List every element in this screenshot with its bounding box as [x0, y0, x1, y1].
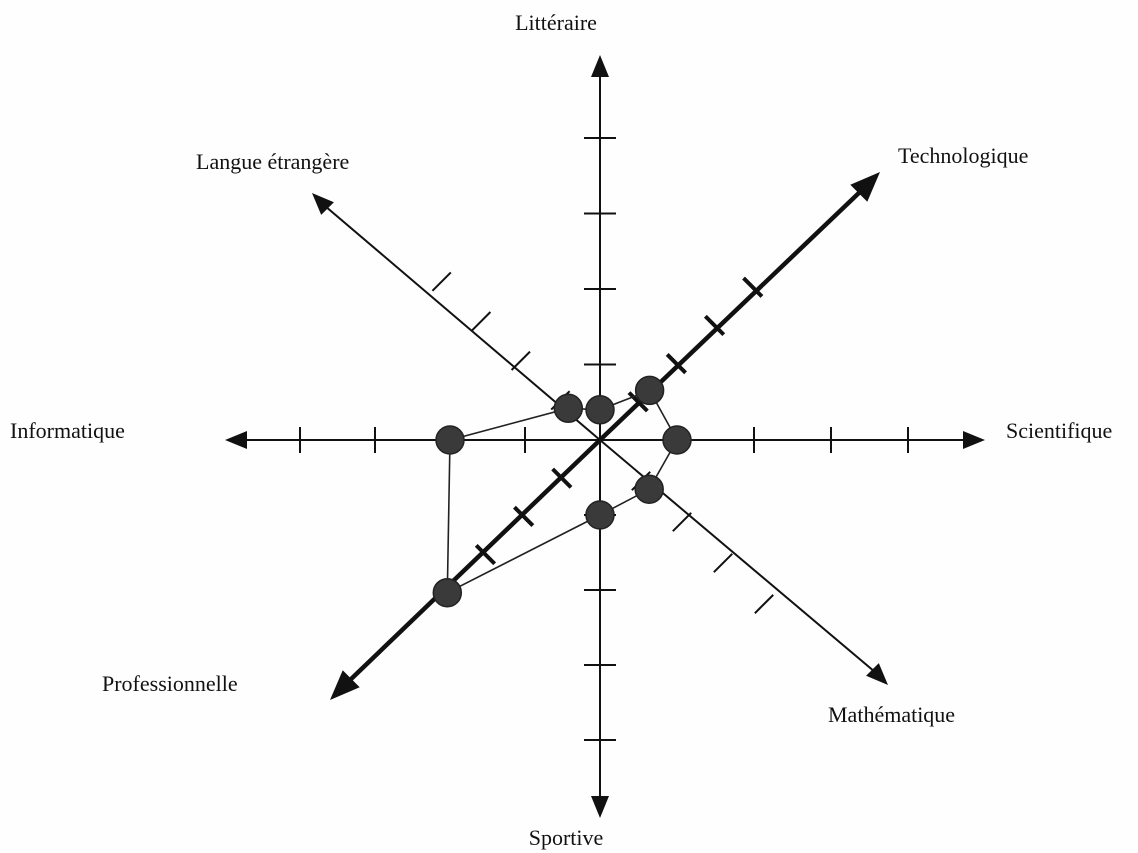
profile-point-professionnelle [432, 577, 463, 608]
arrowhead-scientifique [963, 431, 985, 449]
axis-line-mathematique [599, 439, 876, 674]
axis-line-professionnelle [346, 438, 602, 684]
axis-label-litteraire: Littéraire [515, 10, 597, 35]
arrowhead-technologique [850, 172, 880, 202]
arrowhead-litteraire [591, 55, 609, 77]
tick-technologique [703, 314, 726, 337]
tick-professionnelle [513, 505, 535, 527]
profile-point-litteraire [585, 395, 615, 425]
axis-label-scientifique: Scientifique [1006, 418, 1112, 443]
axis-label-technologique: Technologique [898, 143, 1028, 168]
profile-point-sportive [585, 500, 615, 530]
arrowhead-langue [312, 193, 334, 215]
tick-technologique [742, 276, 764, 298]
tick-professionnelle [551, 467, 573, 489]
axis-label-sportive: Sportive [529, 825, 604, 850]
axis-label-professionnelle: Professionnelle [102, 671, 238, 696]
tick-mathematique [754, 594, 774, 614]
tick-langue [431, 271, 452, 292]
axis-label-langue-etrangere: Langue étrangère [196, 149, 349, 174]
axis-line-langue [324, 204, 601, 441]
profile-point-technologique [634, 375, 665, 406]
arrowhead-professionnelle [330, 670, 360, 700]
arrowhead-informatique [225, 431, 247, 449]
tick-technologique [627, 391, 649, 413]
tick-technologique [665, 353, 687, 375]
profile-point-scientifique [662, 425, 692, 455]
tick-langue [471, 311, 492, 332]
tick-mathematique [713, 553, 733, 573]
profile-point-mathematique [634, 474, 664, 504]
arrowhead-mathematique [866, 663, 888, 685]
tick-mathematique [672, 512, 692, 532]
profile-points-layer [432, 375, 692, 608]
arrowhead-sportive [591, 796, 609, 818]
axis-label-informatique: Informatique [10, 418, 125, 443]
tick-professionnelle [474, 543, 497, 566]
tick-langue [510, 350, 531, 371]
profile-point-langue [553, 393, 584, 424]
profile-point-informatique [435, 425, 465, 455]
axis-label-mathematique: Mathématique [828, 702, 955, 727]
